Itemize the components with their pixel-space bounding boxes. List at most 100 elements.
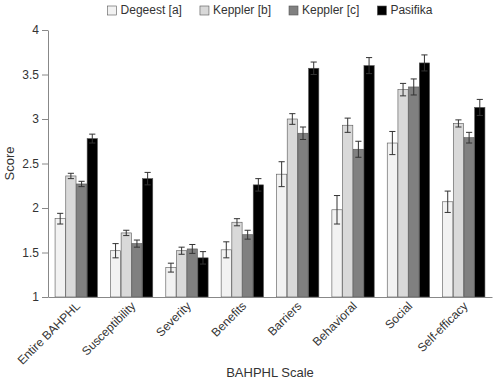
error-bar [477, 99, 483, 115]
bar [443, 202, 453, 297]
error-bar [355, 141, 361, 157]
x-tick: Susceptibility [79, 297, 138, 358]
error-bar [455, 120, 461, 127]
legend-label: Keppler [c] [302, 3, 359, 17]
bar [277, 174, 287, 297]
error-bar [300, 127, 306, 139]
error-bar [289, 114, 295, 125]
error-bar [145, 172, 151, 184]
error-bar [334, 196, 340, 224]
bar [121, 233, 131, 297]
error-bar [234, 219, 240, 226]
error-bar [179, 247, 185, 254]
y-tick-mark [42, 30, 48, 31]
y-tick-mark [42, 297, 48, 298]
y-tick-label: 3.5 [22, 68, 39, 82]
y-tick-label: 1.5 [22, 246, 39, 260]
y-tick: 3.5 [22, 68, 48, 82]
error-bar [223, 242, 229, 258]
y-axis-line [48, 31, 49, 298]
x-axis-line [49, 297, 493, 298]
x-axis: Entire BAHPHLSusceptibility Severity Benef… [15, 297, 493, 367]
legend-swatch [108, 6, 117, 15]
x-tick-label: Entire BAHPHL [15, 299, 84, 368]
legend-item: Keppler [b] [200, 3, 271, 17]
plot: 1 1.5 2 2.5 3 3.5 4 Entire BAHPHLSusceptibility… [15, 23, 493, 367]
x-axis-title: BAHPHL Scale [226, 365, 314, 380]
error-bar [421, 55, 427, 71]
bar [364, 66, 374, 297]
legend: Degeest [a] Keppler [b] Keppler [c] Pasifik… [108, 3, 433, 17]
y-tick-label: 3 [32, 112, 39, 126]
series [66, 83, 464, 297]
bar [243, 235, 253, 297]
legend-item: Keppler [c] [289, 3, 359, 17]
legend-swatch [289, 6, 298, 15]
bar [132, 244, 142, 297]
error-bar [79, 181, 85, 186]
legend-label: Degeest [a] [121, 3, 182, 17]
bar [387, 143, 397, 297]
error-bar [445, 191, 451, 212]
error-bar [411, 79, 417, 95]
bar [464, 138, 474, 297]
error-bar [279, 162, 285, 187]
y-tick: 4 [32, 23, 48, 37]
bar [343, 125, 353, 297]
bar [453, 123, 463, 297]
y-axis: 1 1.5 2 2.5 3 3.5 4 [22, 23, 48, 304]
error-bar [112, 244, 118, 258]
error-bar [123, 230, 129, 235]
bar [55, 219, 65, 297]
legend-label: Pasifika [390, 3, 432, 17]
y-axis-title: Score [2, 147, 17, 181]
y-tick-mark [42, 75, 48, 76]
y-tick-label: 2.5 [22, 157, 39, 171]
y-tick: 1.5 [22, 246, 48, 260]
x-tick: Social [382, 297, 415, 332]
error-bar [57, 213, 63, 224]
legend-label: Keppler [b] [213, 3, 271, 17]
bar [475, 107, 485, 297]
error-bar [311, 62, 317, 74]
bar [353, 149, 363, 297]
series [55, 131, 453, 297]
bar [398, 90, 408, 297]
error-bar [389, 131, 395, 154]
bar [253, 185, 263, 297]
bar [309, 68, 319, 297]
y-tick-label: 1 [32, 290, 39, 304]
error-bar [255, 179, 261, 191]
bar [409, 87, 419, 297]
y-tick: 1 [32, 290, 48, 304]
bar [298, 133, 308, 297]
bar [232, 222, 242, 297]
error-bar [68, 173, 74, 178]
bar [419, 63, 429, 297]
legend-item: Degeest [a] [108, 3, 182, 17]
bar [176, 251, 186, 297]
error-bar [200, 252, 206, 264]
bar [66, 176, 76, 297]
x-tick: Self-efficacy [415, 297, 471, 355]
error-bar [134, 240, 140, 247]
chart: 1 1.5 2 2.5 3 3.5 4 Entire BAHPHLSusceptibility… [0, 0, 500, 383]
error-bar [189, 244, 195, 253]
y-tick-label: 4 [32, 23, 39, 37]
error-bar [345, 118, 351, 132]
x-tick: Benefits [209, 297, 250, 340]
x-tick-label: Behavioral [310, 299, 360, 349]
bar [87, 139, 97, 297]
bar [187, 249, 197, 297]
x-tick-label: Social [382, 299, 415, 332]
legend-swatch [377, 6, 386, 15]
error-bar [168, 263, 174, 272]
error-bar [400, 83, 406, 95]
bar [142, 179, 152, 297]
x-tick: Severity [153, 297, 194, 340]
x-tick-label: Barriers [265, 299, 305, 339]
y-tick: 2 [32, 201, 48, 215]
x-tick-label: Self-efficacy [415, 299, 471, 355]
x-tick: Entire BAHPHL [15, 297, 84, 367]
y-tick: 2.5 [22, 157, 48, 171]
